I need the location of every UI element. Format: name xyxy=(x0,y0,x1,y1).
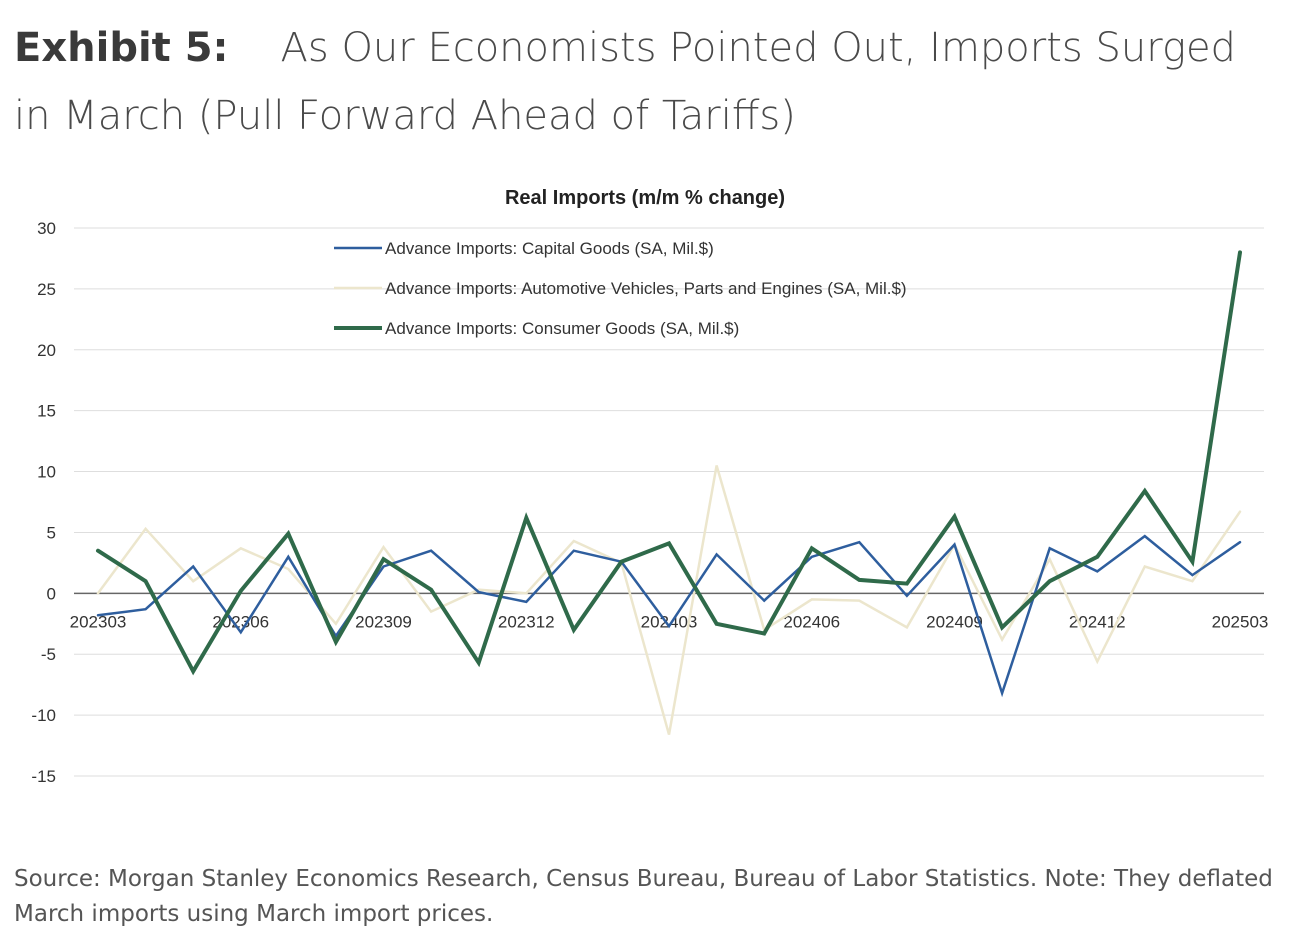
exhibit-heading: Exhibit 5: As Our Economists Pointed Out,… xyxy=(14,14,1284,150)
legend-label: Advance Imports: Automotive Vehicles, Pa… xyxy=(385,279,907,298)
y-tick-label: 5 xyxy=(47,523,56,542)
legend-label: Advance Imports: Consumer Goods (SA, Mil… xyxy=(385,319,739,338)
x-tick-label: 202312 xyxy=(498,612,555,631)
y-tick-label: 15 xyxy=(37,402,56,421)
x-tick-label: 202403 xyxy=(641,612,698,631)
y-tick-label: -5 xyxy=(41,645,56,664)
x-tick-label: 202406 xyxy=(783,612,840,631)
x-tick-label: 202503 xyxy=(1212,612,1269,631)
legend: Advance Imports: Capital Goods (SA, Mil.… xyxy=(334,239,907,338)
y-tick-label: -10 xyxy=(31,706,56,725)
y-tick-label: 20 xyxy=(37,341,56,360)
series-line-0 xyxy=(96,534,1242,698)
y-axis: 30 25 20 15 10 5 0 -5 -10 -15 xyxy=(31,219,56,786)
y-tick-label: 10 xyxy=(37,463,56,482)
exhibit-title: As Our Economists Pointed Out, Imports S… xyxy=(14,25,1236,139)
x-tick-label: 202309 xyxy=(355,612,412,631)
y-tick-label: -15 xyxy=(31,767,56,786)
chart-title: Real Imports (m/m % change) xyxy=(505,187,785,209)
source-note: Source: Morgan Stanley Economics Researc… xyxy=(14,866,1273,927)
x-axis: 202303 202306 202309 202312 202403 202406 2024… xyxy=(70,612,1269,631)
legend-label: Advance Imports: Capital Goods (SA, Mil.… xyxy=(385,239,714,258)
line-chart: Real Imports (m/m % change) 30 25 20 15 10 5 0… xyxy=(31,187,1269,786)
x-tick-label: 202409 xyxy=(926,612,983,631)
y-tick-label: 30 xyxy=(37,219,56,238)
x-tick-label: 202303 xyxy=(70,612,127,631)
series-line-2 xyxy=(96,250,1242,676)
y-tick-label: 25 xyxy=(37,280,56,299)
x-tick-label: 202412 xyxy=(1069,612,1126,631)
series-line-1 xyxy=(96,465,1242,735)
y-tick-label: 0 xyxy=(47,584,56,603)
exhibit-label: Exhibit 5: xyxy=(14,25,229,71)
gridlines xyxy=(74,227,1264,777)
series-lines xyxy=(96,250,1242,735)
